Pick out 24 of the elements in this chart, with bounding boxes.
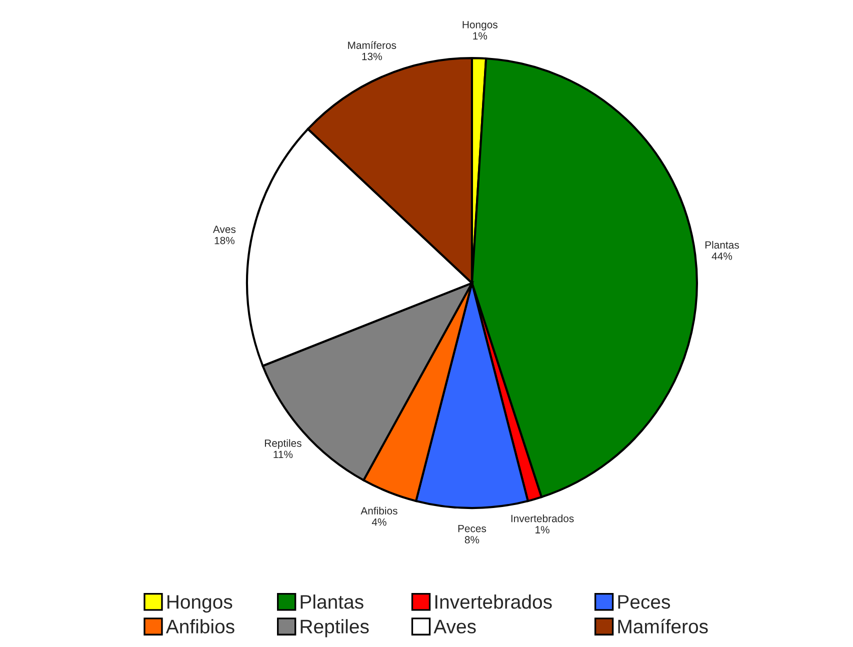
slice-label: Mamíferos xyxy=(348,41,396,49)
legend-label: Invertebrados xyxy=(435,594,552,609)
slice-label: Hongos xyxy=(462,21,498,30)
slice-label: Reptiles xyxy=(264,439,302,449)
slice-label: Invertebrados xyxy=(511,514,574,522)
slice-label: Aves xyxy=(212,226,236,234)
data-label: 1% xyxy=(536,526,550,534)
data-label: 13% xyxy=(362,52,382,60)
legend-label: Aves xyxy=(434,620,476,634)
legend-label: Peces xyxy=(618,595,670,609)
data-label: 11% xyxy=(274,450,293,458)
data-label: 18% xyxy=(214,236,234,244)
data-label: 4% xyxy=(372,518,386,526)
data-label: 1% xyxy=(473,32,488,40)
slice-label: Peces xyxy=(458,524,486,532)
data-label: 44% xyxy=(712,252,732,260)
slice-label: Plantas xyxy=(705,240,739,249)
slice-label: Anfibios xyxy=(360,506,398,515)
legend-label: Hongos xyxy=(167,595,232,613)
legend-label: Anfibios xyxy=(166,619,234,634)
data-label: 8% xyxy=(464,536,480,544)
legend-label: Plantas xyxy=(300,594,364,609)
legend-label: Reptiles xyxy=(300,619,369,638)
legend-label: Mamíferos xyxy=(618,618,708,634)
